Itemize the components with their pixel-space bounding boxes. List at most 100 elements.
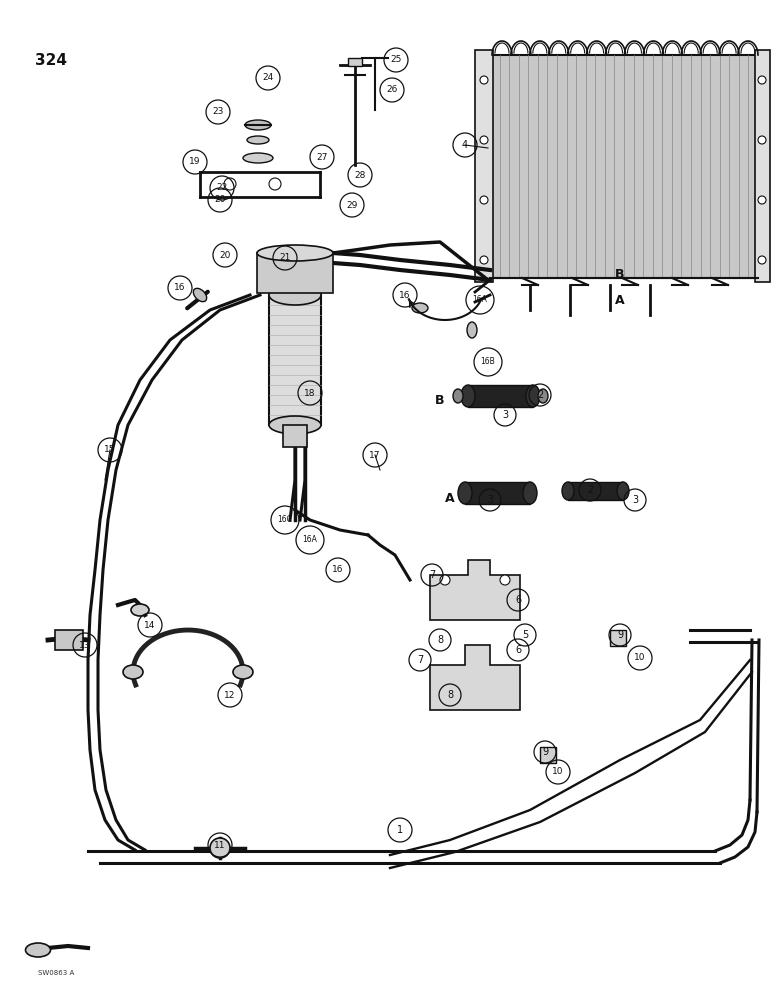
Text: 20: 20 xyxy=(219,250,231,259)
Text: 324: 324 xyxy=(35,53,67,68)
Ellipse shape xyxy=(193,288,207,302)
Text: 3: 3 xyxy=(502,410,508,420)
Text: 5: 5 xyxy=(522,630,528,640)
Bar xyxy=(540,747,556,763)
Text: 3: 3 xyxy=(487,495,493,505)
Text: 16: 16 xyxy=(399,290,411,300)
Text: 4: 4 xyxy=(462,140,468,150)
Ellipse shape xyxy=(412,303,428,313)
Circle shape xyxy=(440,575,450,585)
Polygon shape xyxy=(430,560,520,620)
Text: 7: 7 xyxy=(429,570,435,580)
Text: 25: 25 xyxy=(391,55,401,64)
Text: 26: 26 xyxy=(386,86,398,95)
Ellipse shape xyxy=(243,153,273,163)
Text: 11: 11 xyxy=(215,840,225,850)
Circle shape xyxy=(269,178,281,190)
Text: 9: 9 xyxy=(617,630,623,640)
Ellipse shape xyxy=(538,389,548,403)
Text: 9: 9 xyxy=(542,747,548,757)
Bar xyxy=(55,630,83,650)
Ellipse shape xyxy=(257,245,333,261)
Bar xyxy=(283,425,307,447)
Text: 29: 29 xyxy=(347,200,357,210)
Polygon shape xyxy=(475,50,493,282)
Circle shape xyxy=(758,76,766,84)
Bar xyxy=(568,482,623,500)
Text: 21: 21 xyxy=(279,253,291,262)
Text: 28: 28 xyxy=(354,170,366,180)
Text: 16: 16 xyxy=(174,284,186,292)
Text: 8: 8 xyxy=(437,635,443,645)
Text: 18: 18 xyxy=(304,388,316,397)
Text: 7: 7 xyxy=(417,655,423,665)
Text: 19: 19 xyxy=(189,157,201,166)
Ellipse shape xyxy=(453,389,463,403)
Text: 10: 10 xyxy=(635,654,645,662)
Ellipse shape xyxy=(461,385,475,407)
Text: 12: 12 xyxy=(225,690,235,700)
Bar xyxy=(269,295,321,425)
Bar xyxy=(257,253,333,293)
Text: 15: 15 xyxy=(104,446,116,454)
Circle shape xyxy=(758,136,766,144)
Circle shape xyxy=(480,136,488,144)
Circle shape xyxy=(500,575,510,585)
Circle shape xyxy=(210,838,230,858)
Text: 16C: 16C xyxy=(278,516,293,524)
Text: 23: 23 xyxy=(212,107,224,116)
Circle shape xyxy=(224,178,236,190)
Text: 2: 2 xyxy=(537,390,543,400)
Text: 24: 24 xyxy=(262,74,273,83)
Text: 3: 3 xyxy=(632,495,638,505)
Ellipse shape xyxy=(25,943,50,957)
Polygon shape xyxy=(490,55,758,278)
Text: 16: 16 xyxy=(332,566,344,574)
Circle shape xyxy=(480,256,488,264)
Text: B: B xyxy=(615,268,625,282)
Text: 14: 14 xyxy=(144,620,156,630)
Text: 6: 6 xyxy=(515,645,521,655)
Ellipse shape xyxy=(526,385,540,407)
Text: SW0863 A: SW0863 A xyxy=(38,970,74,976)
FancyArrowPatch shape xyxy=(187,292,208,308)
Text: A: A xyxy=(445,491,455,504)
Ellipse shape xyxy=(458,482,472,504)
Ellipse shape xyxy=(233,665,253,679)
Ellipse shape xyxy=(131,604,149,616)
Ellipse shape xyxy=(523,482,537,504)
Bar xyxy=(348,58,362,66)
Ellipse shape xyxy=(123,665,143,679)
Text: B: B xyxy=(435,393,445,406)
Text: 16B: 16B xyxy=(481,358,496,366)
Text: 27: 27 xyxy=(317,152,327,161)
Ellipse shape xyxy=(245,120,271,130)
Text: 13: 13 xyxy=(80,641,91,650)
Text: 22: 22 xyxy=(216,184,228,192)
Ellipse shape xyxy=(269,285,321,305)
Text: 6: 6 xyxy=(515,595,521,605)
Text: 10: 10 xyxy=(552,768,564,776)
Circle shape xyxy=(758,196,766,204)
Bar xyxy=(610,630,626,646)
Ellipse shape xyxy=(467,322,477,338)
Text: 16A: 16A xyxy=(303,536,317,544)
Ellipse shape xyxy=(269,416,321,434)
Ellipse shape xyxy=(247,136,269,144)
Bar xyxy=(468,385,533,407)
Text: 20: 20 xyxy=(215,196,225,205)
Text: 1: 1 xyxy=(397,825,403,835)
Text: 16A: 16A xyxy=(472,296,487,304)
Circle shape xyxy=(480,196,488,204)
Circle shape xyxy=(758,256,766,264)
Text: 17: 17 xyxy=(369,450,381,460)
Circle shape xyxy=(480,76,488,84)
Ellipse shape xyxy=(562,482,574,500)
Polygon shape xyxy=(430,645,520,710)
Ellipse shape xyxy=(617,482,629,500)
Text: A: A xyxy=(615,294,625,306)
Text: 2: 2 xyxy=(587,485,593,495)
Text: 8: 8 xyxy=(447,690,453,700)
Bar xyxy=(465,482,530,504)
Polygon shape xyxy=(755,50,770,282)
